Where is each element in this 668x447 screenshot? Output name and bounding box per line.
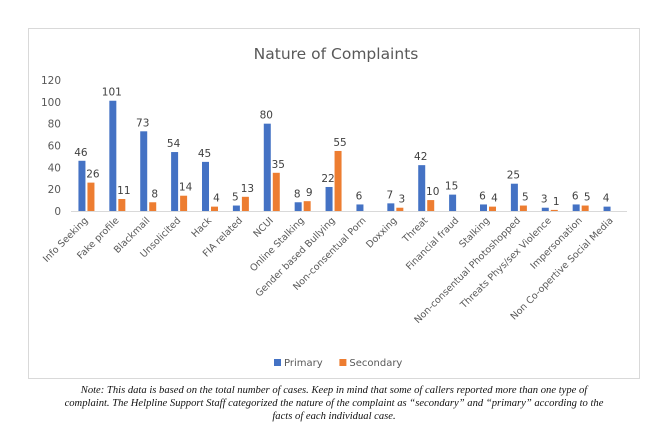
data-label: 13 (241, 183, 254, 195)
bar-secondary (550, 209, 558, 211)
data-label: 80 (260, 110, 273, 122)
y-tick-label: 80 (48, 119, 61, 131)
data-label: 22 (321, 173, 334, 185)
footnote: Note: This data is based on the total nu… (0, 384, 668, 423)
bar-primary (449, 194, 457, 211)
bar-secondary (519, 205, 527, 211)
x-tick-label: Threat (400, 215, 431, 246)
data-label: 1 (553, 196, 560, 208)
bar-primary (78, 160, 86, 211)
data-label: 5 (522, 192, 529, 204)
data-label: 26 (86, 169, 100, 181)
bar-primary (541, 207, 549, 211)
y-tick-label: 60 (48, 141, 61, 153)
data-label: 4 (491, 193, 498, 205)
bar-secondary (334, 150, 342, 211)
x-tick-label: Online Stalking (248, 215, 307, 274)
x-tick-label: Hack (190, 215, 215, 240)
bar-secondary (396, 207, 404, 211)
data-label: 45 (198, 148, 211, 160)
data-label: 101 (102, 87, 122, 99)
bar-primary (603, 206, 611, 211)
bar-primary (140, 131, 148, 211)
y-tick-label: 20 (48, 184, 61, 196)
legend-label-secondary: Secondary (349, 358, 402, 369)
data-label: 11 (117, 185, 130, 197)
bar-primary (572, 204, 580, 211)
bar-primary (232, 205, 240, 211)
data-label: 46 (74, 147, 88, 159)
y-tick-label: 40 (48, 162, 61, 174)
data-label: 5 (232, 192, 239, 204)
bar-primary (325, 186, 333, 211)
legend: Primary Secondary (274, 358, 402, 369)
data-label: 54 (167, 138, 181, 150)
footnote-line: Note: This data is based on the total nu… (80, 385, 588, 396)
bar-secondary (427, 200, 435, 211)
bar-secondary (118, 198, 126, 211)
chart-frame: Nature of Complaints 0 20 40 60 80 100 120 Inf… (28, 28, 640, 379)
data-label: 8 (294, 188, 301, 200)
y-tick-label: 100 (41, 97, 61, 109)
bar-primary (202, 161, 209, 211)
x-tick-label: NCUI (252, 215, 276, 239)
footnote-line: facts of each individual case. (272, 411, 396, 422)
bar-secondary (581, 205, 589, 211)
data-label: 3 (541, 194, 548, 206)
y-axis: 0 20 40 60 80 100 120 (41, 75, 61, 218)
chart-title: Nature of Complaints (254, 45, 419, 63)
data-label: 6 (356, 190, 363, 202)
bar-secondary (241, 196, 249, 211)
bar-chart: Nature of Complaints 0 20 40 60 80 100 120 Inf… (41, 45, 627, 369)
data-label: 15 (445, 181, 458, 193)
data-label: 42 (414, 151, 427, 163)
bar-primary (294, 202, 302, 211)
data-label: 25 (507, 170, 520, 182)
data-label: 5 (584, 192, 591, 204)
data-label: 6 (572, 190, 579, 202)
bar-secondary (149, 202, 157, 211)
bars (78, 100, 611, 211)
bar-secondary (180, 195, 188, 211)
legend-swatch-primary (274, 359, 281, 366)
bar-secondary (87, 182, 95, 211)
legend-swatch-secondary (339, 359, 347, 366)
data-label: 14 (179, 182, 193, 194)
bar-secondary (211, 206, 218, 211)
data-label: 3 (398, 194, 405, 206)
bar-secondary (489, 206, 496, 211)
y-tick-label: 120 (41, 75, 61, 87)
bar-secondary (272, 172, 280, 211)
footnote-line: complaint. The Helpline Support Staff ca… (64, 398, 604, 409)
data-label: 9 (306, 187, 313, 199)
data-label: 35 (272, 159, 285, 171)
data-label: 4 (213, 193, 220, 205)
data-label: 73 (136, 117, 149, 129)
bar-primary (263, 123, 271, 211)
y-tick-label: 0 (54, 206, 61, 218)
data-label: 4 (603, 193, 610, 205)
data-label: 10 (426, 186, 439, 198)
x-tick-label: Doxxing (364, 215, 399, 250)
data-label: 6 (479, 190, 486, 202)
bar-primary (387, 203, 395, 211)
bar-secondary (303, 201, 311, 211)
legend-label-primary: Primary (284, 358, 323, 369)
bar-primary (418, 165, 426, 211)
data-label: 55 (333, 137, 346, 149)
data-label: 7 (386, 189, 393, 201)
bar-primary (356, 204, 364, 211)
data-label: 8 (151, 188, 158, 200)
bar-primary (510, 183, 518, 211)
bar-primary (480, 204, 487, 211)
bar-primary (171, 152, 179, 211)
bar-primary (109, 100, 117, 211)
